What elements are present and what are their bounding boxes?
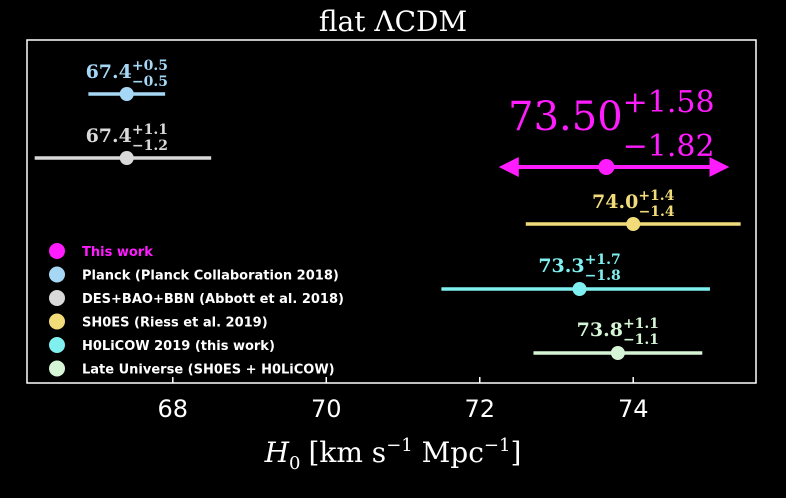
legend-label-4: H0LiCOW 2019 (this work) [82, 339, 275, 354]
series-2-value-minus: −1.2 [132, 138, 168, 154]
x-tick-label-72: 72 [464, 395, 495, 423]
series-3-value-label: 74.0+1.4 [592, 188, 675, 213]
legend-label-1: Planck (Planck Collaboration 2018) [82, 269, 339, 284]
x-tick-label-68: 68 [158, 395, 189, 423]
legend-label-2: DES+BAO+BBN (Abbott et al. 2018) [82, 292, 344, 307]
legend-label-5: Late Universe (SH0ES + H0LiCOW) [82, 363, 335, 378]
legend-marker-0 [49, 243, 65, 259]
series-1-value-minus: −0.5 [132, 74, 168, 90]
series-3-point [626, 217, 641, 231]
legend-label-3: SH0ES (Riess et al. 2019) [82, 316, 268, 331]
series-2-value-label: 67.4+1.1 [86, 122, 168, 147]
series-2-point [119, 151, 134, 165]
legend-marker-1 [49, 266, 65, 283]
legend-marker-5 [49, 360, 65, 377]
series-4-point [572, 282, 587, 296]
series-3-value-minus: −1.4 [639, 204, 675, 220]
series-0-value-label: 73.50+1.58 [508, 85, 714, 140]
legend-marker-2 [49, 290, 65, 306]
x-axis-label: H0 [km s−1 Mpc−1] [264, 435, 522, 474]
legend-label-0: This work [82, 245, 153, 260]
legend-marker-3 [49, 313, 65, 330]
series-1-value-label: 67.4+0.5 [86, 58, 168, 83]
series-4-value-minus: −1.8 [585, 268, 621, 284]
chart-title: flat ΛCDM [319, 5, 467, 38]
series-4-value-label: 73.3+1.7 [538, 252, 620, 277]
plot-frame [26, 39, 757, 384]
series-5-value-minus: −1.1 [623, 332, 659, 348]
series-5-value-label: 73.8+1.1 [577, 316, 659, 341]
series-0-value-minus: −1.82 [623, 129, 715, 164]
series-1-point [119, 87, 134, 101]
series-0-point [598, 159, 615, 175]
x-tick-label-70: 70 [311, 395, 342, 423]
series-5-point [610, 346, 625, 360]
x-tick-label-74: 74 [618, 395, 649, 423]
legend-marker-4 [49, 337, 65, 353]
